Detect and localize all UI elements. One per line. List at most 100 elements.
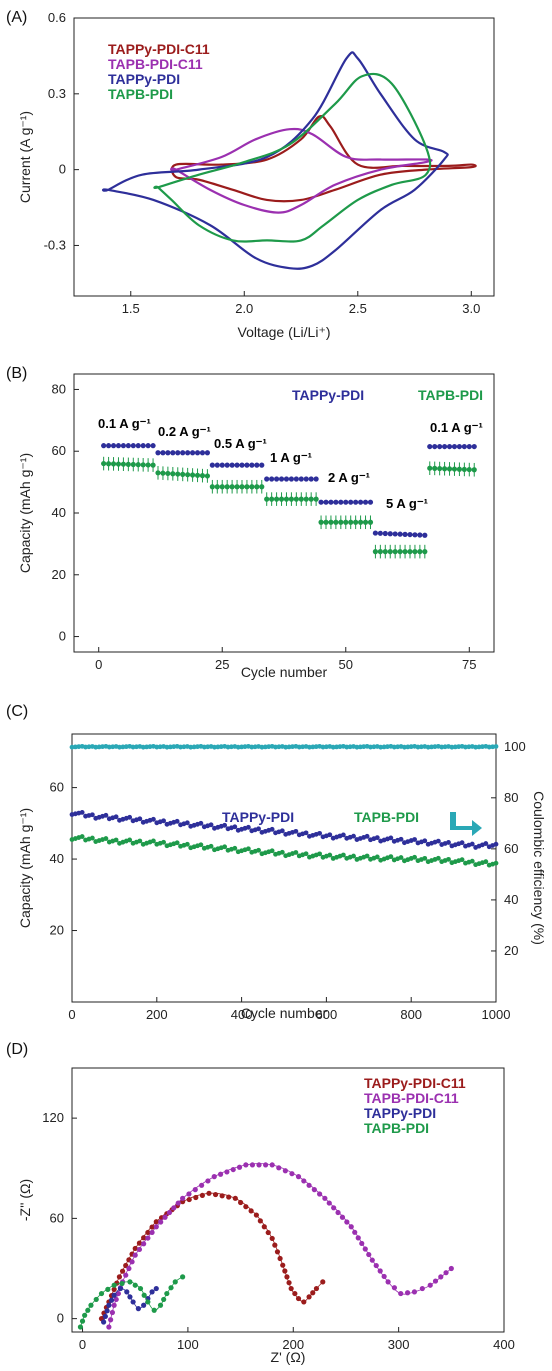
data-point <box>391 1285 398 1291</box>
data-point <box>168 1285 174 1291</box>
data-point <box>352 1229 358 1235</box>
capacity-point-tappy <box>471 443 477 450</box>
eis-series-tappy <box>101 1285 159 1325</box>
data-point <box>137 1285 144 1292</box>
capacity-point-tappy <box>110 443 117 449</box>
capacity-point-tappy <box>160 450 166 456</box>
cv-curve-tapb_c11 <box>170 127 433 214</box>
y-axis-title: Capacity (mAh g⁻¹) <box>17 808 33 928</box>
data-point <box>106 1324 112 1330</box>
capacity-point-tappy <box>115 443 122 449</box>
capacity-point-tapb <box>338 519 344 525</box>
legend-entry: TAPPy-PDI <box>222 809 294 825</box>
data-point <box>116 1274 123 1280</box>
capacity-point-tappy <box>288 476 295 482</box>
data-point <box>108 1297 115 1303</box>
data-point <box>269 848 275 854</box>
data-point <box>77 1324 84 1330</box>
data-point <box>339 1214 346 1220</box>
data-point <box>113 837 119 843</box>
data-point <box>93 1296 99 1303</box>
data-point <box>186 1196 192 1203</box>
data-point <box>127 837 133 843</box>
data-point <box>446 856 451 862</box>
data-point <box>385 1279 391 1285</box>
data-point <box>284 1274 290 1280</box>
x-tick-label: 200 <box>146 1007 168 1022</box>
capacity-point-tappy <box>199 450 206 456</box>
legend-entry: TAPB-PDI-C11 <box>364 1090 459 1106</box>
y-axis-title: -Z'' (Ω) <box>17 1179 33 1221</box>
data-point <box>398 1290 404 1297</box>
capacity-point-tappy <box>357 499 364 505</box>
x-axis-title: Cycle number <box>241 1005 328 1021</box>
y2-tick-label: 40 <box>504 892 518 907</box>
data-point <box>331 1205 337 1211</box>
y-tick-label: 80 <box>52 381 66 396</box>
capacity-point-tappy <box>244 462 250 468</box>
data-point <box>205 1178 211 1184</box>
capacity-point-tappy <box>432 443 438 450</box>
legend-entry: TAPB-PDI <box>354 809 419 825</box>
data-point <box>232 824 238 830</box>
x-tick-label: 1.5 <box>122 301 140 316</box>
capacity-point-tapb <box>249 484 255 490</box>
capacity-point-tapb <box>348 519 354 525</box>
data-point <box>106 1302 112 1308</box>
capacity-point-tapb <box>362 519 369 525</box>
y-tick-label: 60 <box>52 443 66 458</box>
data-point <box>198 842 204 848</box>
capacity-point-tappy <box>308 476 314 482</box>
data-point <box>279 828 285 834</box>
data-point <box>282 1168 288 1174</box>
data-point <box>438 1274 444 1280</box>
capacity-point-tapb <box>189 472 196 478</box>
data-point <box>198 820 204 826</box>
capacity-point-tapb <box>456 466 463 472</box>
data-point <box>288 1285 294 1292</box>
data-point <box>105 1286 111 1292</box>
data-point <box>161 818 166 824</box>
y-tick-label: 40 <box>50 851 64 866</box>
rate-label: 1 A g⁻¹ <box>270 450 312 465</box>
capacity-point-tappy <box>338 499 344 505</box>
x-tick-label: 3.0 <box>462 301 480 316</box>
data-point <box>388 835 394 841</box>
x-tick-label: 75 <box>462 657 476 672</box>
data-point <box>469 841 475 847</box>
data-point <box>351 853 356 859</box>
data-point <box>79 834 85 839</box>
capacity-point-tapb <box>288 496 295 502</box>
data-point <box>295 1174 302 1180</box>
capacity-point-tappy <box>264 476 270 482</box>
data-point <box>141 1235 147 1241</box>
rate-label: 0.2 A g⁻¹ <box>158 424 211 439</box>
data-point <box>212 1191 219 1198</box>
data-point <box>348 1224 354 1230</box>
data-point <box>277 1255 283 1262</box>
data-point <box>222 822 228 828</box>
data-point <box>364 853 370 859</box>
plot-frame <box>71 1067 505 1333</box>
x-tick-label: 0 <box>79 1337 86 1352</box>
capacity-point-tappy <box>323 499 329 505</box>
capacity-point-tappy <box>140 443 146 449</box>
capacity-point-tappy <box>214 462 220 468</box>
capacity-point-tappy <box>392 531 398 537</box>
data-point <box>317 830 323 836</box>
capacity-point-tappy <box>224 462 230 468</box>
capacity-point-tapb <box>165 470 171 477</box>
series-tappy <box>69 809 499 850</box>
data-point <box>174 840 180 846</box>
data-point <box>157 1302 164 1308</box>
panel-label: (C) <box>6 703 28 720</box>
capacity-point-tappy <box>313 476 319 482</box>
capacity-point-tapb <box>402 549 408 555</box>
data-point <box>108 1317 114 1323</box>
capacity-point-tappy <box>175 450 181 456</box>
data-point <box>82 1312 88 1318</box>
capacity-point-tapb <box>451 466 458 472</box>
rate-label: 0.1 A g⁻¹ <box>98 416 151 431</box>
